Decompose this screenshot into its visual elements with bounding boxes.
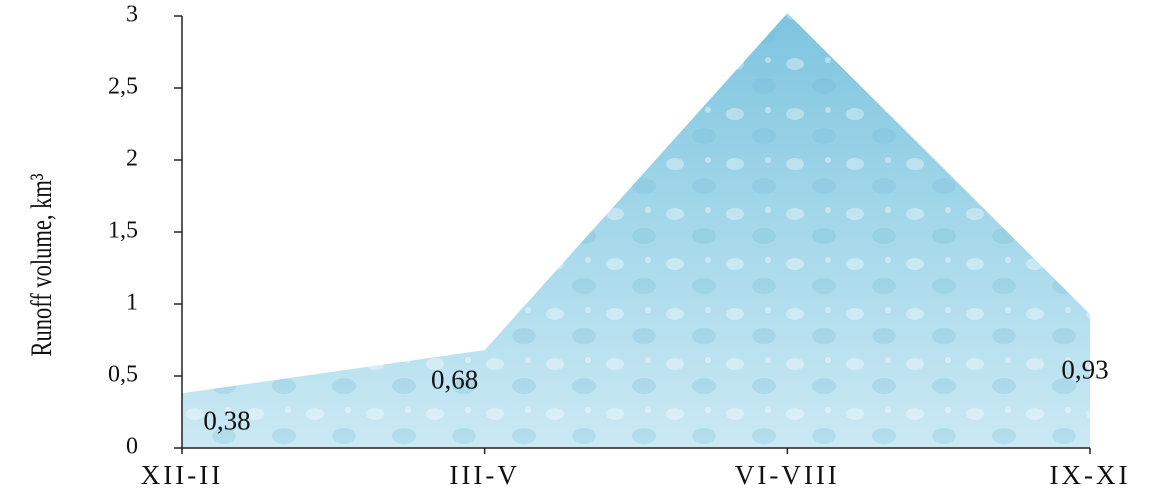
value-label: 0,93 — [1061, 354, 1108, 384]
y-tick-label: 1 — [126, 290, 138, 316]
y-tick-label: 1,5 — [108, 218, 138, 244]
y-axis-title: Runoff volume, km³ — [24, 173, 58, 356]
y-tick-label: 0 — [126, 434, 138, 460]
y-tick-label: 0,5 — [108, 362, 138, 388]
value-label: 0,68 — [431, 364, 478, 394]
value-label: 0,38 — [203, 405, 250, 435]
area-texture — [182, 13, 1090, 449]
x-tick-label: VI-VIII — [735, 460, 840, 490]
x-tick-label: XII-II — [141, 460, 223, 490]
x-tick-label: III-V — [449, 460, 519, 490]
y-tick-label: 3 — [126, 2, 138, 28]
x-tick-label: IX-XI — [1050, 460, 1131, 490]
y-tick-label: 2 — [126, 146, 138, 172]
y-tick-label: 2,5 — [108, 74, 138, 100]
